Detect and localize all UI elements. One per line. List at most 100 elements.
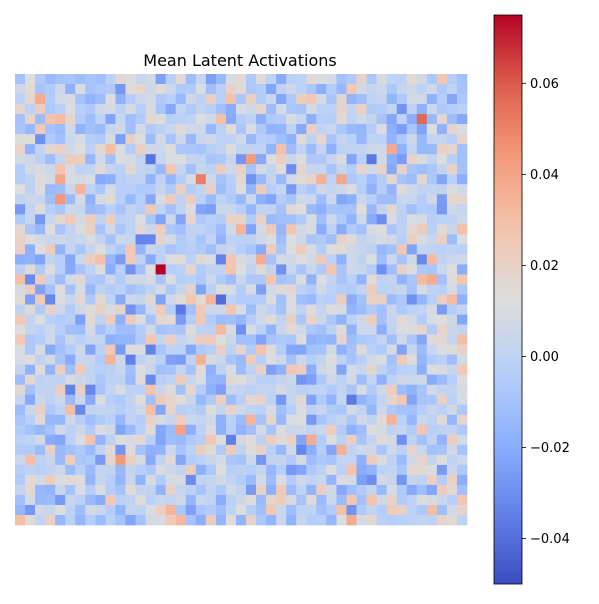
- heatmap-cell: [396, 374, 408, 386]
- heatmap-cell: [336, 344, 347, 355]
- heatmap-cell: [155, 434, 167, 446]
- heatmap-cell: [85, 224, 96, 235]
- heatmap-cell: [456, 434, 468, 446]
- heatmap-cell: [346, 124, 357, 135]
- heatmap-cell: [55, 174, 66, 185]
- heatmap-cell: [336, 194, 347, 205]
- heatmap-cell: [286, 94, 297, 105]
- heatmap-cell: [276, 104, 287, 115]
- heatmap-cell: [376, 164, 387, 175]
- heatmap-cell: [135, 204, 146, 215]
- heatmap-cell: [286, 284, 297, 295]
- heatmap-cell: [35, 444, 46, 456]
- heatmap-cell: [175, 194, 187, 205]
- heatmap-cell: [436, 474, 448, 486]
- heatmap-cell: [326, 104, 337, 115]
- heatmap-cell: [225, 144, 237, 155]
- heatmap-cell: [185, 454, 197, 466]
- heatmap-cell: [246, 284, 257, 295]
- heatmap-cell: [105, 394, 116, 406]
- heatmap-cell: [235, 464, 247, 476]
- heatmap-cell: [85, 344, 96, 355]
- heatmap-cell: [65, 124, 76, 135]
- heatmap-cell: [446, 494, 458, 506]
- heatmap-cell: [15, 404, 26, 416]
- heatmap-cell: [416, 454, 428, 466]
- heatmap-cell: [65, 104, 76, 115]
- heatmap-cell: [296, 204, 307, 215]
- heatmap-cell: [75, 424, 86, 436]
- heatmap-cell: [306, 354, 317, 365]
- heatmap-cell: [155, 124, 167, 135]
- heatmap-cell: [95, 314, 106, 325]
- heatmap-cell: [45, 154, 56, 165]
- heatmap-cell: [356, 514, 367, 526]
- heatmap-cell: [35, 144, 46, 155]
- heatmap-cell: [386, 104, 398, 115]
- heatmap-cell: [25, 274, 36, 285]
- heatmap-cell: [115, 484, 126, 496]
- heatmap-cell: [35, 354, 46, 365]
- heatmap-cell: [45, 344, 56, 355]
- heatmap-cell: [446, 224, 458, 235]
- heatmap-cell: [366, 294, 377, 305]
- heatmap-cell: [286, 74, 297, 85]
- heatmap-cell: [25, 424, 36, 436]
- heatmap-cell: [456, 244, 468, 255]
- heatmap-cell: [456, 514, 468, 526]
- heatmap-cell: [436, 154, 448, 165]
- heatmap-cell: [35, 164, 46, 175]
- heatmap-cell: [456, 414, 468, 426]
- heatmap-cell: [125, 274, 136, 285]
- heatmap-cell: [406, 144, 418, 155]
- heatmap-cell: [356, 364, 367, 376]
- heatmap-cell: [45, 364, 56, 376]
- heatmap-cell: [195, 264, 207, 275]
- heatmap-cell: [155, 484, 167, 496]
- heatmap-cell: [356, 204, 367, 215]
- heatmap-cell: [85, 364, 96, 376]
- heatmap-cell: [296, 474, 307, 486]
- heatmap-cell: [55, 504, 66, 516]
- heatmap-cell: [306, 504, 317, 516]
- heatmap-cell: [95, 474, 106, 486]
- heatmap-cell: [456, 254, 468, 265]
- heatmap-cell: [406, 94, 418, 105]
- heatmap-cell: [85, 464, 96, 476]
- heatmap-cell: [346, 414, 357, 426]
- heatmap-cell: [386, 124, 398, 135]
- heatmap-cell: [175, 504, 187, 516]
- heatmap-cell: [256, 304, 267, 315]
- heatmap-cell: [286, 514, 297, 526]
- heatmap-cell: [326, 214, 337, 225]
- heatmap-cell: [215, 474, 227, 486]
- heatmap-cell: [125, 134, 136, 145]
- heatmap-cell: [356, 334, 367, 345]
- heatmap-cell: [135, 224, 146, 235]
- heatmap-cell: [85, 294, 96, 305]
- heatmap-cell: [55, 94, 66, 105]
- heatmap-cell: [125, 234, 136, 245]
- heatmap-cell: [75, 314, 86, 325]
- heatmap-cell: [35, 314, 46, 325]
- heatmap-cell: [175, 354, 187, 365]
- heatmap-cell: [346, 404, 357, 416]
- heatmap-cell: [225, 224, 237, 235]
- heatmap-cell: [356, 494, 367, 506]
- heatmap-cell: [446, 184, 458, 195]
- heatmap-cell: [286, 274, 297, 285]
- heatmap-cell: [215, 464, 227, 476]
- heatmap-cell: [125, 474, 136, 486]
- heatmap-cell: [386, 514, 398, 526]
- heatmap-cell: [115, 84, 126, 95]
- heatmap-cell: [416, 164, 428, 175]
- heatmap-cell: [446, 344, 458, 355]
- heatmap-cell: [225, 204, 237, 215]
- heatmap-cell: [366, 174, 377, 185]
- heatmap-cell: [65, 514, 76, 526]
- heatmap-cell: [55, 374, 66, 386]
- heatmap-cell: [35, 384, 46, 396]
- heatmap-cell: [456, 324, 468, 335]
- heatmap-cell: [426, 84, 438, 95]
- heatmap-cell: [406, 84, 418, 95]
